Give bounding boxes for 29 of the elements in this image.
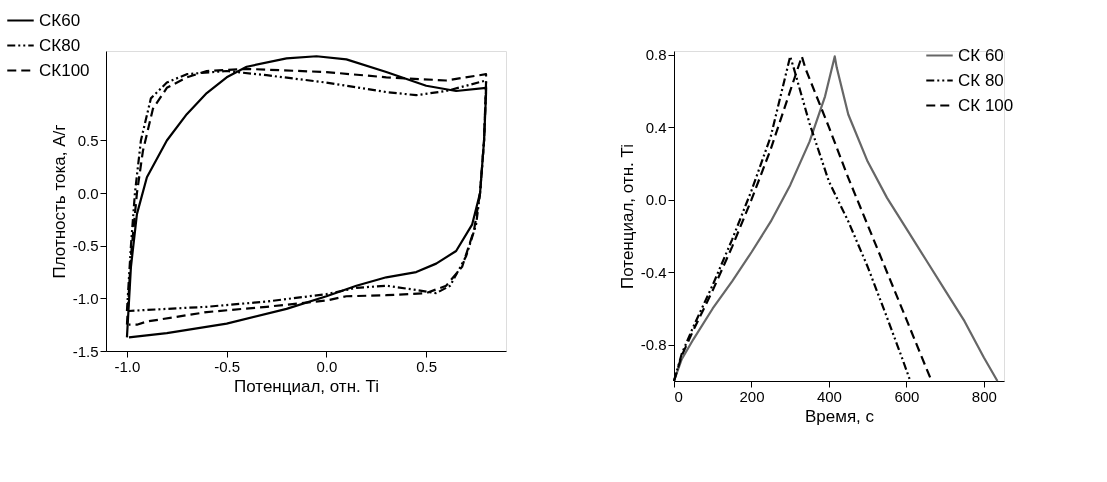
legend-label: СК 80: [958, 70, 1004, 90]
y-axis-title: Потенциал, отн. Ti: [617, 143, 637, 290]
legend-label: СК80: [39, 35, 81, 55]
x-tick-label: 600: [894, 387, 920, 405]
x-tick-label: 0: [674, 387, 683, 405]
x-axis-title: Потенциал, отн. Ti: [233, 376, 380, 396]
y-tick-label: 0.0: [77, 184, 99, 202]
y-axis-title: Плотность тока, А/г: [49, 124, 69, 279]
y-tick-label: -0.5: [72, 237, 99, 255]
y-tick-label: -0.8: [640, 336, 667, 354]
x-tick-label: 200: [739, 387, 765, 405]
y-tick-label: 0.8: [645, 46, 667, 64]
y-tick-label: 0.5: [77, 131, 99, 149]
y-tick-label: -0.4: [640, 263, 667, 281]
x-tick-label: -0.5: [214, 357, 241, 375]
x-tick-label: 800: [971, 387, 997, 405]
x-tick-label: 0.0: [316, 357, 338, 375]
x-tick-label: -1.0: [114, 357, 141, 375]
y-tick-label: 0.4: [645, 118, 667, 136]
y-tick-label: -1.0: [72, 289, 99, 307]
legend-label: СК60: [39, 10, 81, 30]
legend-label: СК 100: [958, 95, 1014, 115]
legend-label: СК 60: [958, 45, 1004, 65]
x-tick-label: 0.5: [416, 357, 438, 375]
x-tick-label: 400: [816, 387, 842, 405]
y-tick-label: -1.5: [72, 342, 99, 360]
y-tick-label: 0.0: [645, 191, 667, 209]
legend-label: СК100: [39, 60, 90, 80]
x-axis-title: Время, с: [804, 406, 875, 426]
